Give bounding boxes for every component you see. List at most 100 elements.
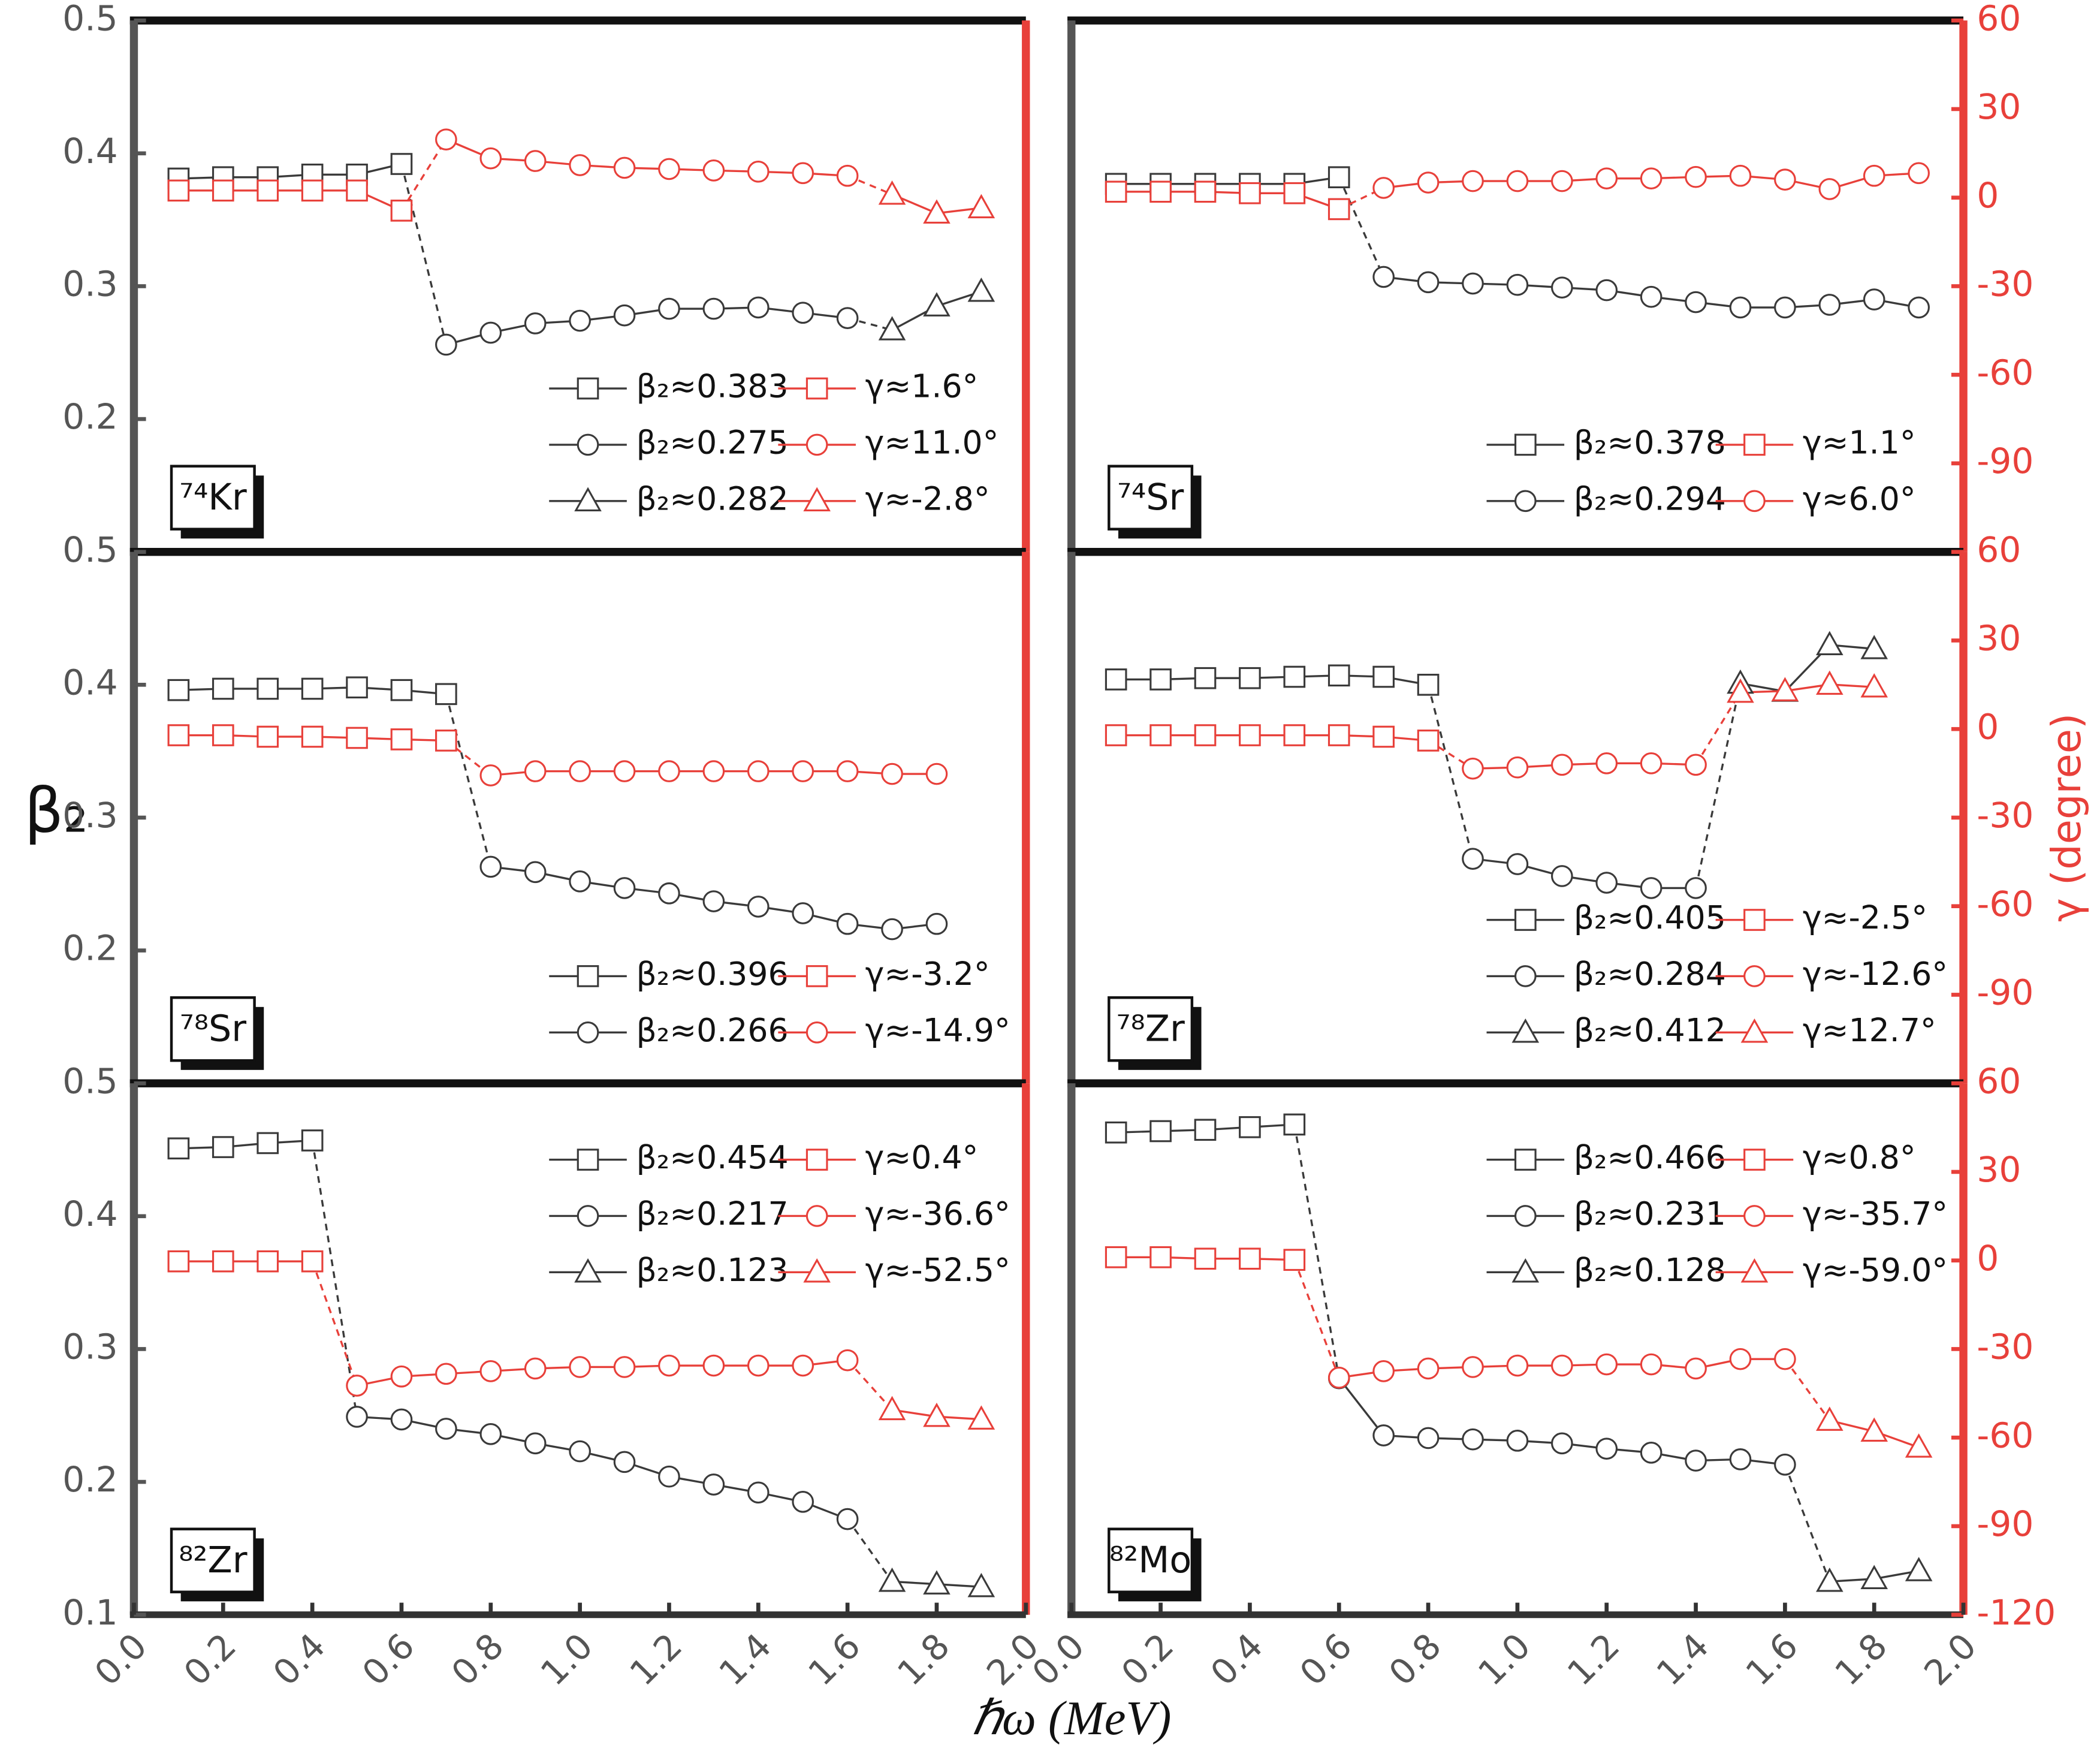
marker-circle [702,760,725,782]
marker-square [1283,724,1306,746]
legend-label: β₂≈0.396 [636,955,788,993]
legend-label: β₂≈0.123 [636,1251,788,1289]
marker-circle [658,1465,680,1488]
marker-square [577,1149,599,1171]
marker-circle [836,1349,859,1372]
x-tick-label: 1.0 [1470,1626,1538,1693]
marker-circle [925,912,948,935]
marker-square [301,179,324,202]
x-tick-label: 0.8 [1381,1626,1449,1693]
marker-triangle [1905,1433,1933,1458]
marker-square [1743,909,1766,931]
legend-label: γ≈-59.0° [1803,1251,1948,1289]
marker-square [212,677,234,700]
marker-circle [1640,877,1662,899]
y-axis-title: β₂ [24,776,88,847]
marker-triangle [923,1402,951,1427]
marker-square [1327,724,1350,746]
marker-square [257,179,279,202]
marker-circle [569,154,591,176]
marker-circle [613,304,636,327]
legend-label: γ≈12.7° [1803,1011,1936,1049]
marker-circle [836,1508,859,1530]
marker-square [1194,180,1217,203]
marker-square [257,1132,279,1155]
y-tick-label: 0.1 [62,1592,117,1633]
x-tick-label: 1.4 [711,1626,779,1693]
legend-label: γ≈-3.2° [865,955,990,993]
series-line [1116,176,1339,185]
legend-label: γ≈-14.9° [865,1011,1010,1049]
marker-circle [1417,271,1440,294]
x-tick-label: 0.2 [1114,1626,1181,1693]
marker-square [805,965,828,987]
marker-triangle [967,1405,995,1430]
marker-square [1283,1249,1306,1271]
x-tick-label: 1.0 [533,1626,601,1693]
marker-circle [1774,1453,1796,1476]
marker-circle [1550,170,1573,192]
marker-circle [613,760,636,782]
marker-circle [1685,754,1707,776]
marker-circle [1863,288,1885,311]
legend-label: β₂≈0.466 [1574,1138,1726,1176]
transition-line [1338,177,1385,278]
marker-circle [658,297,680,320]
transition-line [847,174,893,195]
legend-label: β₂≈0.284 [1574,955,1726,993]
series-line [1740,644,1875,693]
marker-square [805,1149,828,1171]
marker-circle [702,297,725,320]
marker-circle [1514,1205,1537,1227]
x-tick-label: 0.6 [1292,1626,1360,1693]
marker-square [577,965,599,987]
x-tick-label: 1.8 [1827,1626,1895,1693]
marker-circle [1908,296,1930,319]
marker-square [257,725,279,748]
marker-square [167,724,190,746]
legend-label: γ≈0.4° [865,1138,979,1176]
legend-label: γ≈6.0° [1803,480,1916,517]
marker-circle [792,1354,814,1377]
marker-circle [1595,752,1618,774]
marker-circle [1462,1428,1484,1451]
marker-circle [1863,164,1885,187]
marker-circle [1729,1348,1752,1370]
legend-label: γ≈0.8° [1803,1138,1916,1176]
marker-triangle [574,1258,602,1283]
marker-square [1372,665,1395,688]
nucleus-label: ⁷⁴Sr [1117,477,1184,519]
marker-square [1327,664,1350,687]
y2-tick-label: -90 [1977,972,2033,1013]
marker-circle [1818,294,1841,316]
marker-circle [792,1490,814,1513]
marker-square [301,1129,324,1152]
x-tick-label: 1.6 [800,1626,868,1693]
series-line [445,138,848,177]
marker-square [1194,667,1217,689]
legend-label: γ≈-52.5° [865,1251,1010,1289]
label-box [170,465,256,531]
y-tick-label: 0.4 [62,662,117,703]
y2-tick-label: 60 [1977,0,2021,38]
marker-circle [613,156,636,179]
marker-circle [479,1360,502,1382]
marker-square [1149,1120,1172,1143]
marker-square [1149,180,1172,203]
marker-square [1105,668,1127,691]
series-line [178,162,402,180]
marker-circle [524,150,547,172]
marker-square [1194,1247,1217,1270]
marker-circle [1640,285,1662,308]
marker-circle [658,158,680,180]
transition-line [311,1140,358,1417]
marker-square [1514,433,1537,456]
y2-tick-label: -60 [1977,1415,2033,1455]
y2-tick-label: 0 [1977,706,1999,747]
y-tick-label: 0.4 [62,131,117,171]
marker-circle [792,302,814,324]
legend-label: γ≈-36.6° [865,1195,1010,1232]
marker-circle [1743,490,1766,513]
marker-circle [1327,1366,1350,1389]
nucleus-label: ⁷⁸Sr [180,1008,247,1050]
